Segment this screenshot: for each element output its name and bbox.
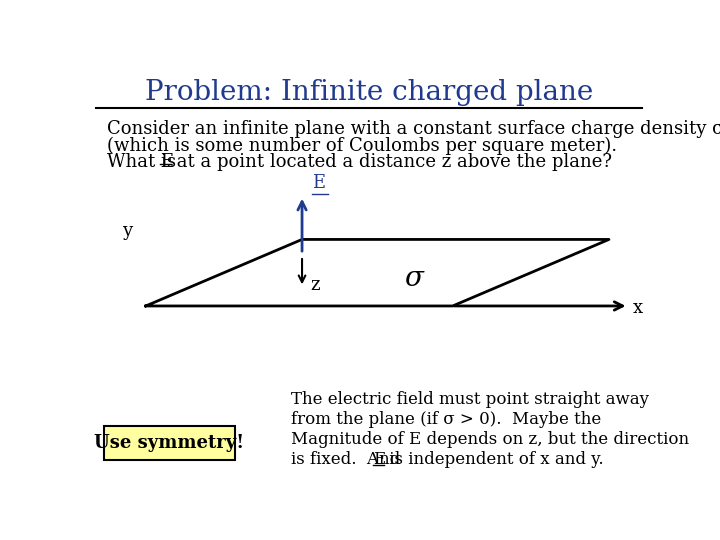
Text: Use symmetry!: Use symmetry! xyxy=(94,434,245,452)
Text: σ: σ xyxy=(404,266,423,293)
Text: Magnitude of E depends on z, but the direction: Magnitude of E depends on z, but the dir… xyxy=(291,431,689,448)
Text: E: E xyxy=(160,153,173,171)
Text: Consider an infinite plane with a constant surface charge density σ: Consider an infinite plane with a consta… xyxy=(107,120,720,138)
Text: at a point located a distance z above the plane?: at a point located a distance z above th… xyxy=(171,153,612,171)
Text: E: E xyxy=(374,451,386,468)
Text: from the plane (if σ > 0).  Maybe the: from the plane (if σ > 0). Maybe the xyxy=(291,411,601,428)
Text: The electric field must point straight away: The electric field must point straight a… xyxy=(291,391,649,408)
Text: y: y xyxy=(122,222,132,240)
Text: z: z xyxy=(310,276,320,294)
Text: is fixed.  And: is fixed. And xyxy=(291,451,405,468)
Text: is independent of x and y.: is independent of x and y. xyxy=(384,451,603,468)
Text: x: x xyxy=(632,299,642,317)
Text: What is: What is xyxy=(107,153,181,171)
Text: Problem: Infinite charged plane: Problem: Infinite charged plane xyxy=(145,79,593,106)
Text: (which is some number of Coulombs per square meter).: (which is some number of Coulombs per sq… xyxy=(107,136,617,154)
FancyBboxPatch shape xyxy=(104,426,235,460)
Text: E: E xyxy=(312,174,325,192)
